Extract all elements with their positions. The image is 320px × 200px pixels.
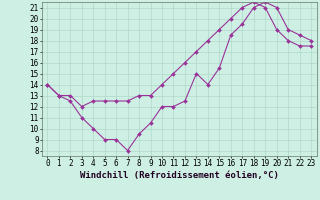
X-axis label: Windchill (Refroidissement éolien,°C): Windchill (Refroidissement éolien,°C) — [80, 171, 279, 180]
